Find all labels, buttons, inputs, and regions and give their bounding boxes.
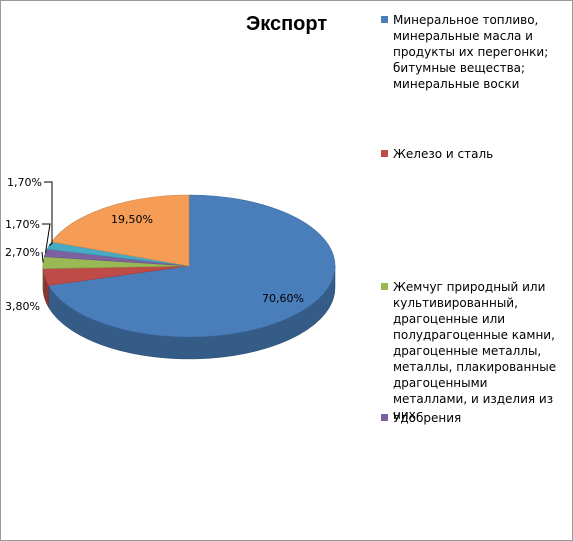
leader-line-2 xyxy=(41,251,44,263)
legend-swatch xyxy=(381,283,388,290)
pie-slice-5 xyxy=(51,194,190,267)
legend-label: Железо и сталь xyxy=(393,147,494,161)
leader-line-3 xyxy=(42,223,51,253)
chart-title: Экспорт xyxy=(246,13,328,35)
legend-item-iron-steel: Железо и сталь xyxy=(381,146,561,162)
data-label-1: 3,80% xyxy=(5,300,40,313)
legend-swatch xyxy=(381,414,388,421)
legend-label: Минеральное топливо, минеральные масла и… xyxy=(393,13,549,91)
legend-item-pearls: Жемчуг природный или культивированный, д… xyxy=(381,279,561,423)
legend-item-fertilizers: Удобрения xyxy=(381,410,561,426)
legend-swatch xyxy=(381,16,388,23)
data-label-4: 1,70% xyxy=(7,176,42,189)
pie-slice-0 xyxy=(48,194,336,338)
data-label-3: 1,70% xyxy=(5,218,40,231)
legend-swatch xyxy=(381,150,388,157)
legend-label: Удобрения xyxy=(393,411,462,425)
data-label-2: 2,70% xyxy=(5,246,40,259)
legend-label: Жемчуг природный или культивированный, д… xyxy=(393,280,557,422)
data-label-0: 70,60% xyxy=(262,292,304,305)
data-label-5: 19,50% xyxy=(111,213,153,226)
leader-line-4 xyxy=(44,181,53,246)
legend-item-mineral-fuel: Минеральное топливо, минеральные масла и… xyxy=(381,12,561,92)
